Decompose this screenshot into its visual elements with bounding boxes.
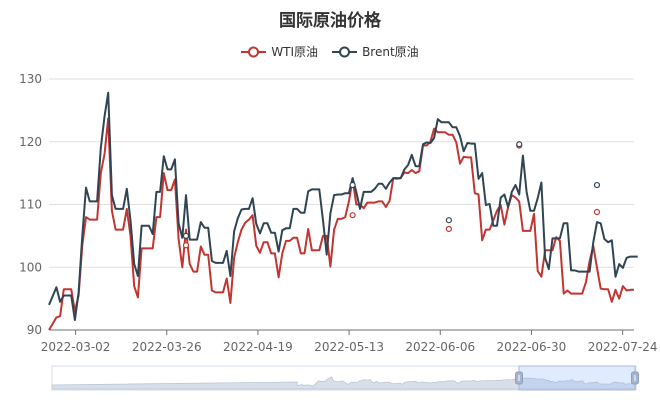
data-point[interactable] (182, 232, 190, 239)
chart-title: 国际原油价格 (279, 11, 381, 31)
data-point[interactable] (182, 242, 190, 249)
zoom-selected-range[interactable] (518, 365, 636, 391)
legend-swatch-brent-icon (332, 46, 358, 57)
y-tick-label: 130 (19, 72, 42, 86)
series-line-brent[interactable] (48, 91, 638, 321)
x-tick-label: 2022-03-02 (41, 340, 111, 354)
data-point[interactable] (445, 217, 452, 224)
data-point[interactable] (593, 208, 601, 216)
y-tick-label: 110 (19, 198, 42, 212)
y-axis: 90 100 110 120 130 (19, 72, 42, 337)
x-axis: 2022-03-02 2022-03-26 2022-04-19 2022-05-13… (41, 329, 658, 354)
y-tick-label: 100 (19, 260, 42, 274)
legend-item-wti[interactable]: WTI原油 (241, 43, 318, 60)
legend-item-brent[interactable]: Brent原油 (332, 43, 419, 60)
x-tick-label: 2022-07-24 (588, 340, 658, 354)
legend-label-wti: WTI原油 (271, 45, 319, 59)
zoom-preview-area (51, 376, 637, 390)
data-point[interactable] (445, 225, 452, 233)
y-tick-label: 90 (27, 323, 42, 337)
data-point[interactable] (516, 141, 523, 148)
y-tick-label: 120 (19, 135, 42, 149)
data-point[interactable] (349, 212, 356, 219)
legend: WTI原油 Brent原油 (0, 43, 660, 60)
x-tick-label: 2022-06-06 (405, 340, 475, 354)
legend-label-brent: Brent原油 (362, 45, 419, 59)
legend-swatch-wti-icon (241, 46, 267, 57)
data-point[interactable] (349, 181, 356, 189)
data-point[interactable] (593, 181, 601, 189)
data-zoom-slider[interactable] (51, 365, 639, 391)
series-layer (48, 91, 638, 331)
x-tick-label: 2022-05-13 (314, 340, 384, 354)
x-tick-label: 2022-03-26 (132, 340, 202, 354)
x-tick-label: 2022-04-19 (223, 340, 293, 354)
x-tick-label: 2022-06-30 (497, 340, 567, 354)
series-line-wti[interactable] (48, 117, 634, 331)
